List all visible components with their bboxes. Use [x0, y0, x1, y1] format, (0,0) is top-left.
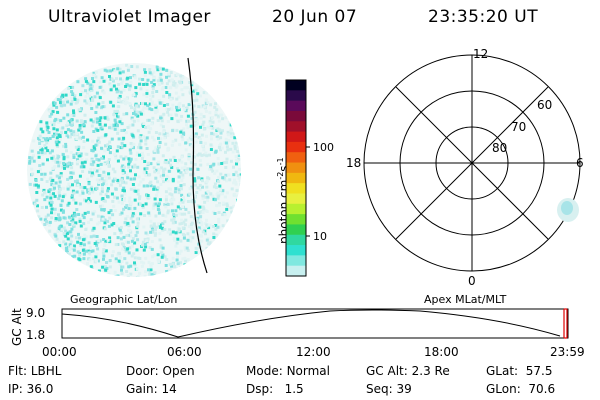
mlat-70-label: 70	[511, 120, 527, 134]
status-ip: IP: 36.0	[8, 382, 54, 396]
mlt-0-label: 0	[468, 274, 476, 288]
status-glat: GLat: 57.5	[486, 364, 553, 378]
status-dsp: Dsp: 1.5	[246, 382, 304, 396]
status-seq: Seq: 39	[366, 382, 412, 396]
colorbar-tick-100: 100	[313, 141, 334, 154]
altitude-ytick-top: 9.0	[26, 306, 46, 320]
status-glon: GLon: 70.6	[486, 382, 556, 396]
altitude-xtick: 18:00	[424, 345, 459, 359]
mlt-12-label: 12	[473, 47, 489, 61]
apex-label: Apex MLat/MLT	[424, 293, 507, 306]
altitude-xtick: 23:59	[550, 345, 585, 359]
mlat-60-label: 60	[537, 98, 553, 112]
altitude-xtick: 12:00	[296, 345, 331, 359]
mlt-18-label: 18	[346, 156, 362, 170]
time-label: 23:35:20 UT	[428, 7, 539, 27]
colorbar-gradient	[286, 80, 306, 277]
altitude-xtick: 00:00	[42, 345, 77, 359]
status-gain: Gain: 14	[126, 382, 177, 396]
altitude-xtick: 06:00	[167, 345, 202, 359]
status-door: Door: Open	[126, 364, 195, 378]
status-mode: Mode: Normal	[246, 364, 330, 378]
colorbar-tick-10: 10	[313, 230, 327, 243]
date-label: 20 Jun 07	[272, 7, 358, 27]
polar-aurora-patch	[557, 198, 579, 222]
altitude-curve	[61, 309, 561, 338]
geographic-label: Geographic Lat/Lon	[70, 293, 178, 306]
instrument-title: Ultraviolet Imager	[48, 7, 211, 27]
status-gc-alt: GC Alt: 2.3 Re	[366, 364, 450, 378]
status-filter: Flt: LBHL	[8, 364, 62, 378]
altitude-ytick-bottom: 1.8	[26, 328, 46, 342]
earth-disk	[27, 63, 241, 277]
terminator-line	[187, 57, 208, 274]
